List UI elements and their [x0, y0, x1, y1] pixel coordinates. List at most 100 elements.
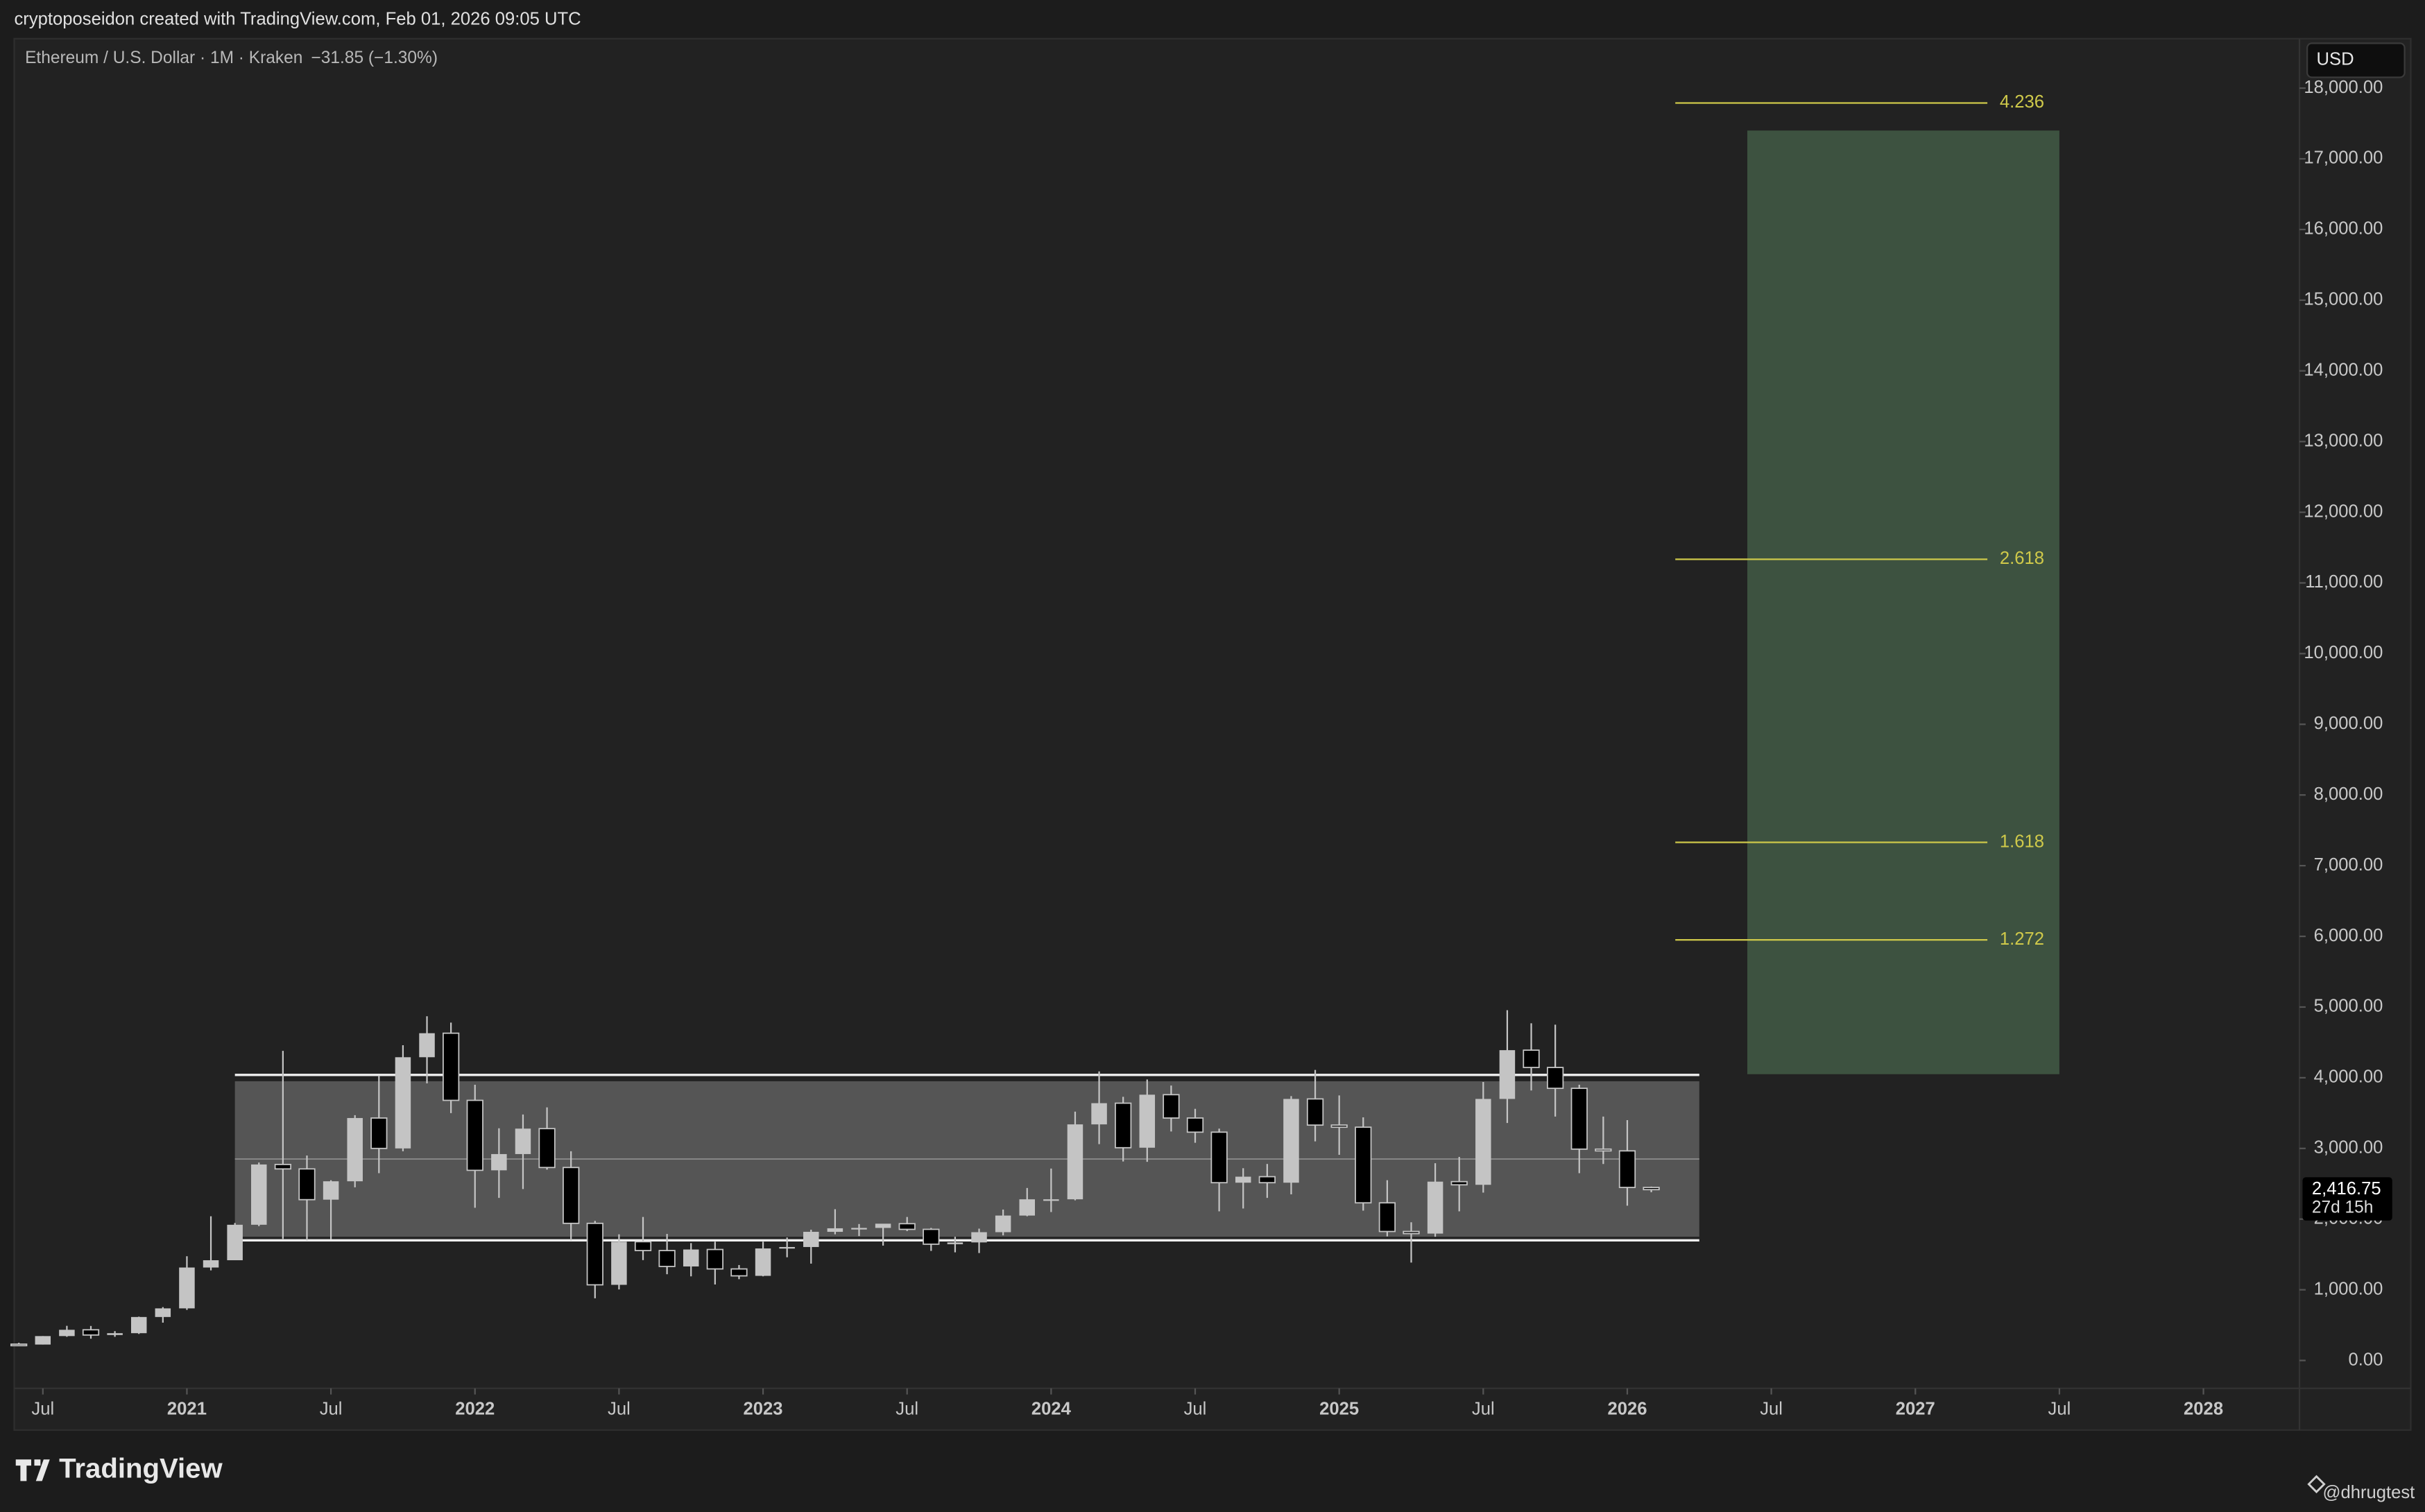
- candle-body: [1330, 1124, 1348, 1128]
- fib-label: 4.236: [2000, 92, 2044, 112]
- candle-body: [1043, 1199, 1059, 1201]
- x-tick-label: 2025: [1319, 1400, 1359, 1419]
- logo-icon: [15, 1459, 50, 1481]
- candle-body: [683, 1249, 699, 1266]
- candle-body: [898, 1223, 916, 1230]
- candle-body: [35, 1336, 51, 1345]
- candle-body: [538, 1128, 556, 1169]
- candle-body: [586, 1222, 603, 1286]
- countdown: 27d 15h: [2312, 1198, 2374, 1217]
- candle-body: [971, 1232, 987, 1243]
- x-tick-label: 2023: [744, 1400, 783, 1419]
- change: −31.85 (−1.30%): [311, 49, 438, 67]
- user-icon: [2307, 1475, 2326, 1494]
- candle-body: [395, 1057, 411, 1149]
- y-tick-label: 13,000.00: [2304, 431, 2383, 450]
- user: @dhrugtest: [2322, 1483, 2415, 1502]
- candle-body: [107, 1333, 123, 1335]
- y-tick-label: 9,000.00: [2314, 714, 2383, 733]
- candle-body: [1547, 1067, 1564, 1090]
- candle-body: [803, 1232, 819, 1247]
- x-tick-label: 2026: [1607, 1400, 1647, 1419]
- candle-body: [1163, 1094, 1180, 1119]
- candle-body: [1618, 1150, 1636, 1188]
- candle-body: [1643, 1187, 1660, 1191]
- candle-body: [274, 1164, 292, 1170]
- x-tick-label: Jul: [608, 1400, 631, 1419]
- candle-body: [1475, 1099, 1491, 1185]
- currency[interactable]: USD: [2317, 50, 2354, 69]
- last-price: 2,416.75: [2312, 1179, 2381, 1199]
- candle-body: [1499, 1050, 1516, 1099]
- x-tick-label: Jul: [2048, 1400, 2071, 1419]
- x-tick-label: Jul: [1760, 1400, 1783, 1419]
- candle-body: [443, 1032, 460, 1101]
- candle-body: [923, 1228, 940, 1245]
- candle-body: [1115, 1102, 1132, 1149]
- candle-body: [851, 1228, 867, 1230]
- candle-body: [1427, 1181, 1443, 1234]
- x-tick-label: Jul: [31, 1400, 54, 1419]
- candle-body: [227, 1224, 243, 1261]
- y-tick-label: 4,000.00: [2314, 1067, 2383, 1087]
- y-tick-label: 14,000.00: [2304, 360, 2383, 379]
- candle-body: [515, 1128, 531, 1154]
- x-tick-label: 2028: [2184, 1400, 2223, 1419]
- y-tick-label: 10,000.00: [2304, 643, 2383, 662]
- candle-body: [706, 1248, 723, 1270]
- candle-body: [323, 1181, 339, 1200]
- candle-body: [1378, 1202, 1396, 1232]
- candle-body: [298, 1168, 316, 1201]
- candle-body: [1306, 1098, 1324, 1126]
- y-tick-label: 5,000.00: [2314, 997, 2383, 1016]
- last-price-tag: [2302, 1177, 2392, 1221]
- y-tick-label: 17,000.00: [2304, 148, 2383, 168]
- y-tick-label: 1,000.00: [2314, 1279, 2383, 1298]
- y-tick-label: 3,000.00: [2314, 1138, 2383, 1158]
- candle-body: [1091, 1103, 1107, 1125]
- candle-body: [634, 1241, 652, 1251]
- candle-body: [1019, 1199, 1035, 1216]
- credit: cryptoposeidon created with TradingView.…: [14, 10, 581, 29]
- candle-body: [491, 1153, 507, 1171]
- y-tick-label: 18,000.00: [2304, 78, 2383, 97]
- y-tick-label: 16,000.00: [2304, 219, 2383, 239]
- y-tick-label: 12,000.00: [2304, 501, 2383, 521]
- fib-label: 1.272: [2000, 929, 2044, 949]
- x-tick-label: Jul: [1472, 1400, 1495, 1419]
- logo: [15, 1459, 50, 1481]
- candle-body: [1067, 1124, 1083, 1200]
- candle-body: [611, 1242, 627, 1285]
- x-tick-label: 2024: [1031, 1400, 1072, 1419]
- candle-body: [995, 1215, 1011, 1232]
- candle-body: [1139, 1094, 1156, 1148]
- candle-body: [658, 1250, 676, 1267]
- candle-body: [1258, 1176, 1276, 1184]
- x-tick-label: Jul: [1184, 1400, 1207, 1419]
- symbol-title: Ethereum / U.S. Dollar · 1M · Kraken: [25, 49, 302, 67]
- candle-body: [419, 1033, 435, 1058]
- candle-body: [730, 1268, 748, 1277]
- x-tick-label: 2027: [1896, 1400, 1935, 1419]
- candle-body: [203, 1260, 219, 1268]
- plot: 4.236 2.618 1.618 1.272: [10, 92, 2059, 1347]
- currency-button[interactable]: [2306, 42, 2406, 78]
- candle-body: [130, 1316, 147, 1334]
- y-tick-label: 15,000.00: [2304, 290, 2383, 309]
- candle-body: [1210, 1131, 1228, 1184]
- candle-body: [1186, 1117, 1204, 1133]
- candle-body: [82, 1329, 100, 1336]
- candle-body: [563, 1167, 580, 1224]
- candle-body: [155, 1308, 171, 1317]
- y-tick-label: 0.00: [2349, 1350, 2383, 1369]
- candle-body: [347, 1117, 363, 1182]
- target-box: [1747, 130, 2059, 1074]
- y-tick-label: 11,000.00: [2305, 572, 2383, 592]
- fib-label: 2.618: [2000, 549, 2044, 568]
- candle-body: [827, 1228, 843, 1232]
- candle-body: [755, 1248, 771, 1276]
- candle-body: [10, 1343, 28, 1347]
- candle-body: [251, 1164, 267, 1225]
- candle-body: [1355, 1126, 1372, 1204]
